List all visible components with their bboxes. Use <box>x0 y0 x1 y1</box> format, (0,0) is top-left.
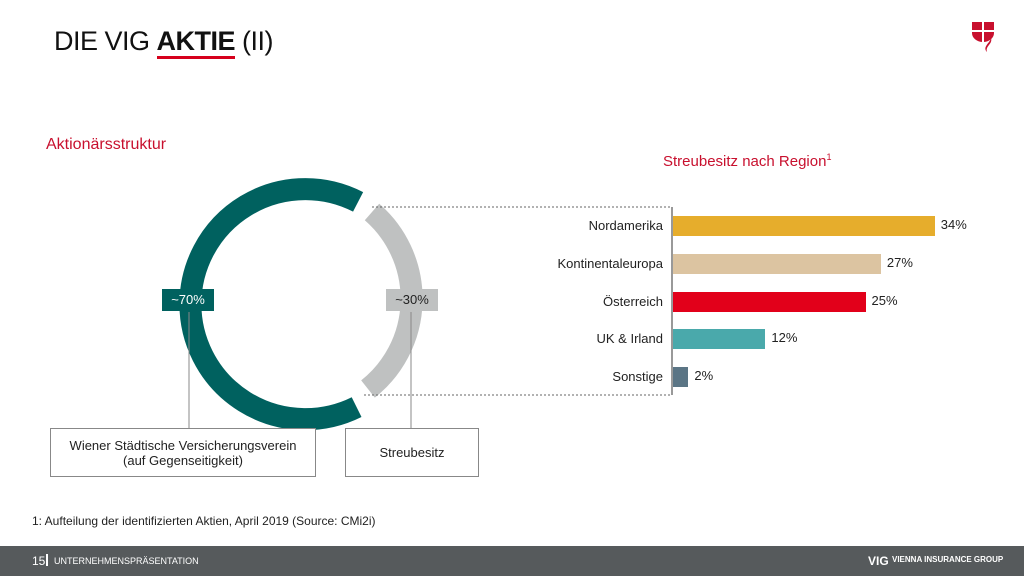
vig-shield-logo-icon <box>972 22 994 52</box>
bar <box>673 329 766 350</box>
page-title: DIE VIG AKTIE (II) <box>54 26 274 59</box>
bar-value-label: 34% <box>940 217 967 232</box>
footnote: 1: Aufteilung der identifizierten Aktien… <box>32 514 376 528</box>
segment-label-30: ~30% <box>386 289 438 311</box>
legend-box-wiener-staedtische: Wiener Städtische Versicherungsverein (au… <box>50 428 316 477</box>
segment-label-70: ~70% <box>162 289 214 311</box>
bar-value-label: 25% <box>871 292 898 308</box>
bar-category-label: Kontinentaleuropa <box>557 255 663 271</box>
bar <box>673 367 689 388</box>
bar-value-label: 2% <box>694 368 714 384</box>
bar-category-label: Nordamerika <box>588 218 663 233</box>
bar <box>673 216 935 236</box>
footer-brand-sub: VIENNA INSURANCE GROUP <box>892 555 1004 564</box>
bar-category-label: Österreich <box>603 293 663 309</box>
bar-category-label: Sonstige <box>612 369 663 385</box>
bar <box>673 253 881 274</box>
footer-brand: VIG <box>868 554 889 568</box>
bar <box>673 291 866 312</box>
page-number: 15 <box>32 554 46 568</box>
bar-value-label: 27% <box>886 254 913 270</box>
bar-chart-title: Streubesitz nach Region1 <box>663 152 832 170</box>
footer-section: UNTERNEHMENSPRÄSENTATION <box>54 556 199 566</box>
bar-value-label: 12% <box>771 330 798 346</box>
shareholder-structure-heading: Aktionärsstruktur <box>46 136 167 153</box>
donut-segment-wiener-staedtische <box>179 178 364 431</box>
footer: 15 UNTERNEHMENSPRÄSENTATION VIG VIENNA I… <box>0 546 1024 576</box>
legend-box-streubesitz: Streubesitz <box>345 428 479 477</box>
bar-category-label: UK & Irland <box>596 331 663 347</box>
